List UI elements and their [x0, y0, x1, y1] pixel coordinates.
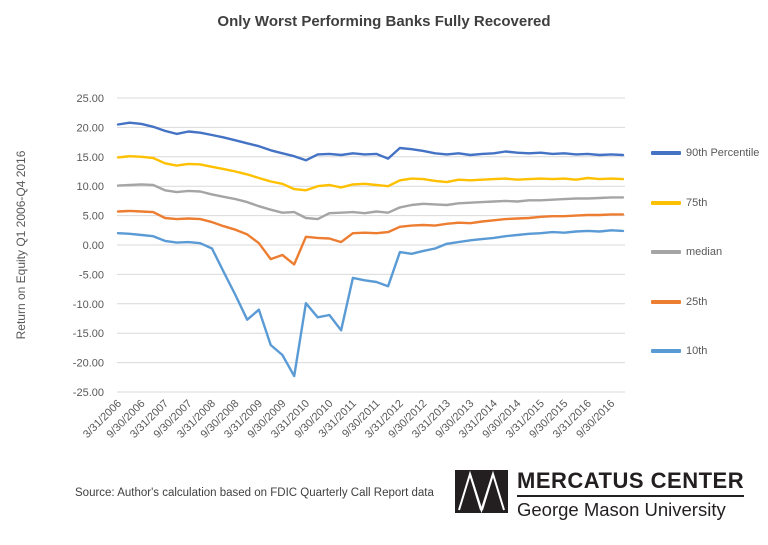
- legend-line-swatch: [651, 200, 681, 205]
- legend-label: 25th: [686, 295, 708, 308]
- y-axis-tick-label: -25.00: [73, 387, 104, 399]
- series-line-10th: [116, 229, 625, 378]
- legend-line-swatch: [651, 299, 681, 304]
- chart-legend: 90th Percentile 75th median 25th 10th: [651, 146, 766, 358]
- y-axis-title: Return on Equity Q1 2006-Q4 2016: [14, 150, 28, 339]
- logo-university-name: George Mason University: [517, 499, 726, 520]
- logo-org-name: MERCATUS CENTER: [517, 470, 745, 497]
- line-chart: 25.00 20.00 15.00 10.00 5.00 0.00 -5.00 -10.00 -…: [14, 93, 625, 441]
- y-axis-tick-label: 10.00: [76, 181, 104, 193]
- legend-line-swatch: [651, 250, 681, 254]
- source-note: Source: Author's calculation based on FD…: [75, 487, 434, 499]
- legend-label: 10th: [686, 345, 708, 357]
- y-axis-tick-label: 25.00: [76, 93, 104, 105]
- legend-label: 90th Percentile: [686, 147, 760, 159]
- y-axis-tick-label: 20.00: [76, 122, 104, 134]
- y-axis-tick-label: 0.00: [83, 240, 104, 252]
- series-line-90th-percentile: [116, 121, 625, 162]
- series-line-75th: [116, 154, 625, 192]
- legend-item-90th-percentile: 90th Percentile: [651, 146, 766, 160]
- legend-item-25th: 25th: [651, 295, 766, 309]
- legend-item-10th: 10th: [651, 344, 766, 358]
- y-axis-tick-label: -15.00: [73, 328, 104, 340]
- y-axis-tick-label: -10.00: [73, 299, 104, 311]
- y-axis-tick-label: -20.00: [73, 358, 104, 370]
- y-axis-tick-label: 5.00: [83, 211, 104, 223]
- legend-line-swatch: [651, 349, 681, 353]
- legend-line-swatch: [651, 151, 681, 155]
- legend-label: 75th: [686, 196, 708, 209]
- chart-title: Only Worst Performing Banks Fully Recove…: [217, 13, 551, 30]
- y-axis-tick-label: -5.00: [79, 269, 104, 281]
- legend-label: median: [686, 246, 723, 258]
- mercatus-logo-text: MERCATUS CENTER George Mason University: [517, 470, 745, 521]
- mercatus-m-logo-icon: [455, 470, 508, 513]
- series-line-median: [116, 183, 625, 221]
- y-axis-tick-label: 15.00: [76, 152, 104, 164]
- legend-item-75th: 75th: [651, 196, 766, 210]
- mercatus-logo: MERCATUS CENTER George Mason University: [455, 470, 745, 521]
- legend-item-median: median: [651, 245, 766, 259]
- series-line-25th: [116, 209, 625, 266]
